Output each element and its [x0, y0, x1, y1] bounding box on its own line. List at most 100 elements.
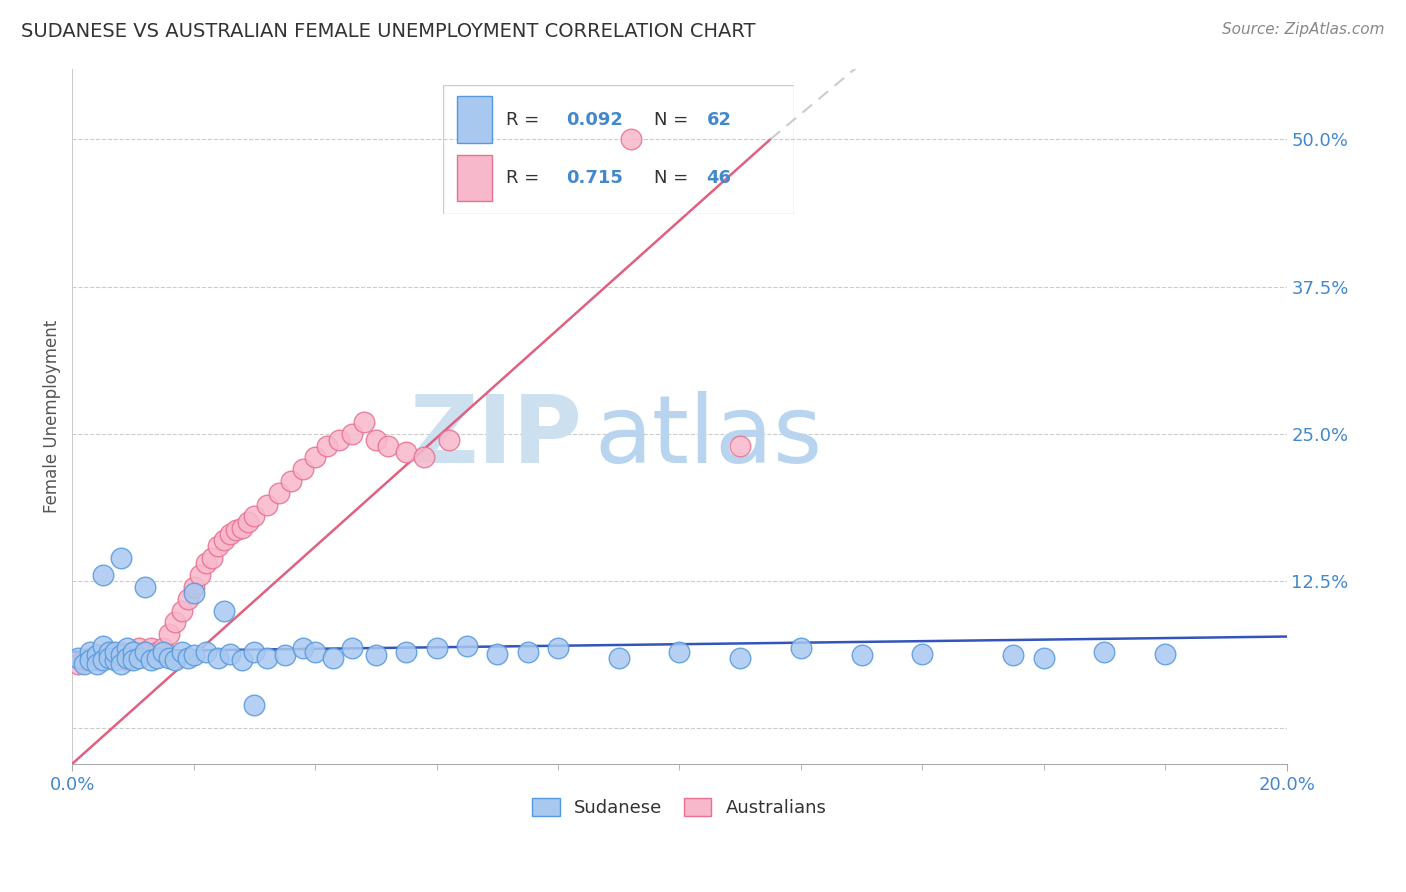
Point [911, 647, 934, 661]
Text: 46: 46 [706, 169, 731, 186]
Point [141, 653, 163, 667]
Bar [457, 96, 492, 143]
Point [188, 568, 211, 582]
Point [79, 645, 101, 659]
Point [304, 450, 326, 465]
Point [134, 580, 156, 594]
Point [79, 653, 101, 667]
Point [364, 433, 387, 447]
Point [291, 462, 314, 476]
Point [207, 539, 229, 553]
Text: ZIP: ZIP [409, 391, 582, 483]
Point [851, 648, 873, 663]
Point [97, 645, 120, 659]
Point [86, 648, 108, 663]
Point [79, 650, 101, 665]
Point [91, 648, 114, 663]
Point [243, 509, 266, 524]
Point [110, 645, 132, 659]
Point [790, 641, 813, 656]
Point [413, 450, 436, 465]
Point [212, 533, 235, 547]
Point [328, 433, 350, 447]
Point [110, 657, 132, 671]
Point [231, 653, 253, 667]
Point [377, 439, 399, 453]
Point [486, 647, 509, 661]
Point [146, 645, 169, 659]
Point [110, 648, 132, 663]
Point [291, 641, 314, 656]
Point [322, 650, 344, 665]
Point [364, 648, 387, 663]
Point [456, 639, 478, 653]
Point [340, 426, 363, 441]
Text: 0.092: 0.092 [565, 111, 623, 128]
Text: Source: ZipAtlas.com: Source: ZipAtlas.com [1222, 22, 1385, 37]
Point [219, 527, 242, 541]
Point [67, 650, 90, 665]
Point [91, 639, 114, 653]
Point [104, 650, 127, 665]
Point [183, 648, 205, 663]
Point [425, 641, 447, 656]
Point [225, 524, 247, 538]
Text: SUDANESE VS AUSTRALIAN FEMALE UNEMPLOYMENT CORRELATION CHART: SUDANESE VS AUSTRALIAN FEMALE UNEMPLOYME… [21, 22, 755, 41]
Point [1094, 645, 1116, 659]
Point [437, 433, 460, 447]
Point [547, 641, 569, 656]
Point [170, 645, 193, 659]
Point [115, 653, 138, 667]
Point [152, 645, 174, 659]
Point [316, 439, 339, 453]
Point [157, 650, 180, 665]
Point [146, 650, 169, 665]
Text: 0.715: 0.715 [565, 169, 623, 186]
Text: 62: 62 [706, 111, 731, 128]
Point [620, 132, 643, 146]
Point [134, 645, 156, 659]
Point [104, 653, 127, 667]
Point [256, 498, 278, 512]
Point [267, 485, 290, 500]
Text: atlas: atlas [595, 391, 823, 483]
Bar [457, 154, 492, 202]
Point [91, 653, 114, 667]
Point [243, 698, 266, 712]
Point [176, 650, 198, 665]
Point [128, 650, 150, 665]
Point [97, 650, 120, 665]
Point [256, 650, 278, 665]
Point [104, 645, 127, 659]
Point [115, 650, 138, 665]
Point [395, 645, 418, 659]
Point [1032, 650, 1054, 665]
Point [243, 645, 266, 659]
Point [238, 515, 260, 529]
Point [122, 645, 145, 659]
Point [86, 657, 108, 671]
Point [73, 657, 96, 671]
Point [194, 557, 217, 571]
Point [728, 650, 751, 665]
Point [152, 641, 174, 656]
Point [91, 568, 114, 582]
Point [86, 653, 108, 667]
Point [73, 653, 96, 667]
Point [304, 645, 326, 659]
Point [115, 641, 138, 656]
Point [165, 653, 187, 667]
Point [183, 586, 205, 600]
Point [607, 650, 630, 665]
Point [157, 627, 180, 641]
Point [280, 474, 302, 488]
Point [207, 650, 229, 665]
Point [176, 591, 198, 606]
Point [122, 653, 145, 667]
Point [212, 604, 235, 618]
Point [516, 645, 538, 659]
Point [141, 641, 163, 656]
Legend: Sudanese, Australians: Sudanese, Australians [526, 790, 834, 824]
Point [165, 615, 187, 630]
Point [340, 641, 363, 656]
